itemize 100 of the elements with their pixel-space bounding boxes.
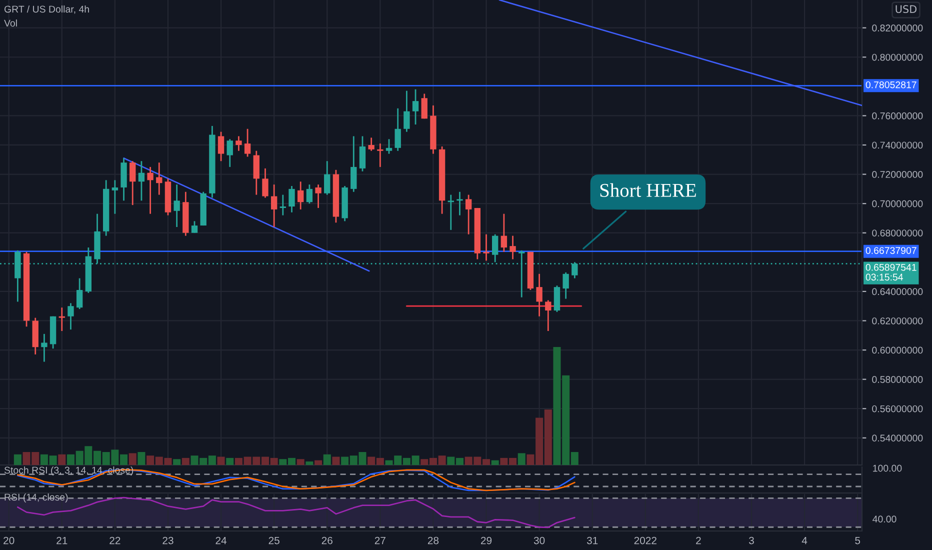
y-tick-label: 0.70000000	[872, 200, 923, 208]
bar	[217, 456, 225, 465]
y-tick-label: 0.82000000	[872, 24, 923, 32]
x-tick-label: 3	[748, 536, 754, 544]
ref-line-label: 0.65897541 03:15:54	[866, 264, 916, 281]
y-tick-label: 0.80000000	[872, 54, 923, 61]
bar	[332, 456, 340, 465]
x-tick-label: 2	[696, 536, 701, 544]
candlestick	[404, 90, 410, 133]
candlestick	[562, 272, 569, 300]
ref-line-label: 0.78052817	[866, 81, 916, 88]
candlestick	[377, 142, 384, 168]
candlestick	[156, 162, 162, 196]
candlestick	[76, 278, 83, 310]
bar	[226, 458, 234, 465]
candlestick	[298, 180, 304, 210]
chart-title: RSI (14, close)	[4, 493, 68, 503]
candlestick	[112, 179, 118, 215]
candlestick	[226, 138, 233, 168]
x-tick-label: 26	[322, 536, 332, 544]
candlestick	[244, 128, 251, 158]
x-tick-label: 4	[802, 536, 808, 544]
y-tick-label: 0.60000000	[872, 346, 923, 354]
candlestick	[147, 166, 154, 215]
candlestick	[536, 273, 542, 318]
candlestick	[545, 300, 552, 332]
candlestick	[280, 194, 286, 216]
candlestick	[218, 131, 224, 162]
chart-title: GRT / US Dollar, 4h	[4, 5, 89, 14]
candlestick	[448, 194, 454, 231]
bar	[314, 460, 322, 465]
candlestick	[421, 93, 428, 120]
y-tick-label: 0.64000000	[872, 288, 923, 296]
candlestick	[262, 168, 268, 198]
candlestick	[58, 306, 65, 332]
candlestick	[253, 150, 260, 196]
x-tick-label: 20	[4, 536, 14, 544]
candlestick	[483, 234, 490, 262]
x-tick-label: 23	[162, 536, 174, 544]
bar	[323, 454, 331, 465]
candlestick	[386, 138, 392, 154]
x-tick-label: 21	[56, 536, 68, 544]
bar	[14, 454, 22, 465]
candlestick	[510, 235, 516, 260]
y-tick-label: 0.56000000	[872, 405, 923, 412]
x-tick-label: 29	[480, 536, 492, 544]
bar	[138, 452, 146, 465]
bar	[491, 460, 499, 465]
candlestick	[456, 191, 463, 216]
candlestick	[236, 136, 242, 152]
candlestick	[174, 184, 180, 228]
candlestick	[359, 136, 366, 172]
chart-title: Vol	[4, 19, 17, 27]
y-tick-label: 0.72000000	[872, 171, 923, 178]
candlestick	[41, 333, 48, 362]
annotation: Short HERE	[600, 183, 696, 197]
text: 40.00	[872, 516, 896, 523]
x-tick-label: 24	[216, 536, 227, 544]
candlestick	[492, 234, 498, 263]
y-tick-label: 0.76000000	[872, 112, 923, 120]
candlestick	[350, 136, 357, 193]
candlestick	[368, 136, 374, 152]
y-tick-label: 0.54000000	[872, 434, 923, 442]
bar	[182, 458, 190, 465]
candlestick	[412, 88, 419, 126]
candlestick	[324, 160, 330, 196]
candlestick	[288, 185, 295, 214]
y-tick-label: 0.74000000	[872, 142, 923, 149]
bar	[58, 454, 66, 465]
bar	[128, 453, 136, 465]
x-tick-label: 2022	[634, 536, 656, 544]
x-tick-label: 28	[428, 536, 439, 544]
y-axis-title: USD	[896, 5, 917, 14]
x-tick-label: 30	[534, 536, 545, 544]
x-tick-label: 22	[110, 536, 120, 544]
y-tick-label: 0.62000000	[872, 317, 923, 324]
y-tick-label: 0.58000000	[872, 376, 923, 383]
bar	[296, 459, 304, 465]
candlestick	[191, 220, 198, 234]
candlestick	[394, 108, 401, 152]
x-tick-label: 5	[855, 536, 860, 544]
bar	[518, 453, 526, 465]
candlestick	[315, 184, 322, 209]
x-tick-label: 25	[268, 536, 280, 544]
candlestick	[465, 194, 472, 236]
candlestick	[138, 160, 145, 202]
candlestick	[130, 160, 136, 206]
ref-line-label: 0.66737907	[866, 247, 916, 254]
y-tick-label: 0.68000000	[872, 230, 923, 236]
candlestick	[270, 184, 278, 228]
x-tick-label: 27	[374, 536, 386, 544]
candlestick	[68, 302, 74, 330]
candlestick	[500, 213, 508, 253]
candlestick	[306, 184, 313, 204]
bar	[306, 461, 314, 465]
candlestick	[554, 284, 560, 313]
x-tick-label: 31	[586, 536, 598, 544]
candlestick	[518, 250, 525, 298]
bar	[173, 459, 181, 465]
text: 100.00	[873, 464, 902, 472]
